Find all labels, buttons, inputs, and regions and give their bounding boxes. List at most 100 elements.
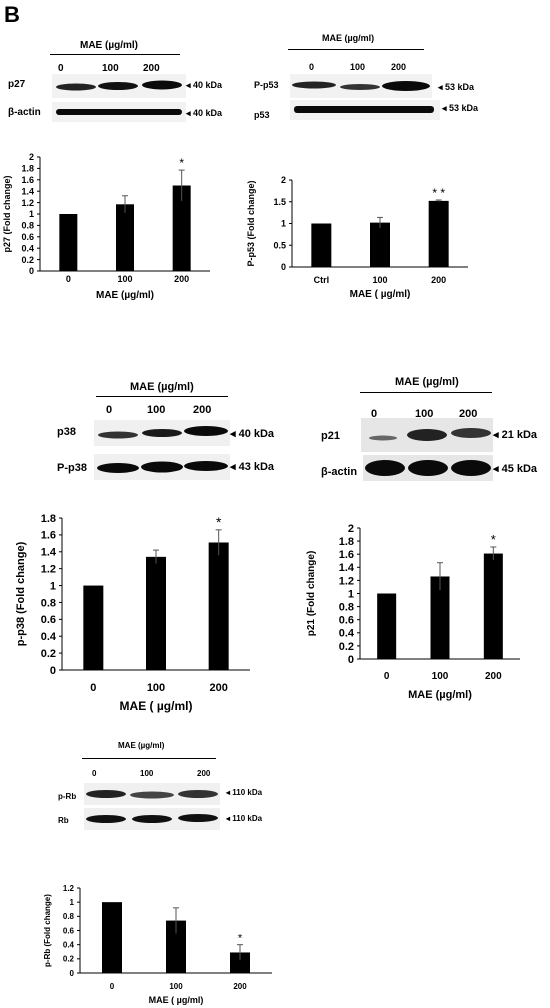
blot-row-label: β-actin — [321, 466, 358, 478]
y-tick-label: 0.2 — [41, 648, 56, 660]
significance-mark: * — [179, 156, 184, 170]
band-size-label: ◂ 43 kDa — [230, 461, 275, 473]
blot-row-label: p21 — [321, 430, 340, 442]
band-size-label: ◂ 40 kDa — [186, 80, 223, 90]
significance-mark: * — [216, 514, 222, 530]
y-tick-label: 2 — [281, 175, 286, 185]
y-tick-label: 0.6 — [63, 926, 75, 935]
y-tick-label: 1.8 — [41, 513, 56, 525]
dose-label: 0 — [92, 769, 97, 778]
blot-row-label: p38 — [57, 426, 76, 438]
y-axis-title: P-p53 (Fold change) — [246, 180, 256, 266]
dose-label: 200 — [143, 63, 160, 74]
x-tick-label: 100 — [169, 982, 183, 991]
significance-mark: * * — [432, 186, 445, 200]
bar — [370, 222, 390, 267]
blot-row-label: P-p38 — [57, 462, 87, 474]
pp53-bar-chart: 0 0.5 1 1.5 2 Ctrl 100 * * 200 MAE ( µg/ml) P-p53 … — [246, 175, 468, 300]
y-tick-label: 0 — [348, 654, 354, 666]
y-tick-label: 1 — [29, 209, 34, 219]
bar — [430, 576, 450, 659]
x-tick-label: 0 — [384, 671, 390, 682]
x-tick-label: 0 — [66, 274, 71, 284]
blot-header: MAE (µg/ml) — [322, 33, 375, 43]
band-size-label: ◂ 21 kDa — [493, 429, 538, 441]
dose-label: 0 — [371, 408, 378, 420]
y-tick-label: 1 — [348, 588, 354, 600]
bar — [102, 902, 122, 973]
y-tick-label: 0.8 — [339, 601, 354, 613]
dose-label: 100 — [415, 408, 434, 420]
blot-band-strip — [361, 418, 493, 452]
y-tick-label: 0 — [29, 266, 34, 276]
blot-row-label: p53 — [254, 110, 270, 120]
y-tick-label: 1 — [281, 219, 286, 229]
band-size-label: ◂ 110 kDa — [226, 814, 263, 823]
y-tick-label: 0.4 — [21, 243, 34, 253]
y-axis-title: p-Rb (Fold change) — [43, 894, 52, 967]
header-line — [360, 392, 492, 393]
y-axis-title: p-p38 (Fold change) — [15, 541, 27, 646]
band-size-label: ◂ 53 kDa — [438, 82, 475, 92]
x-tick-label: 200 — [485, 671, 502, 682]
bar — [166, 920, 186, 973]
panel-label: B — [4, 2, 20, 27]
y-tick-label: 1.2 — [21, 198, 34, 208]
y-tick-label: 1.6 — [41, 530, 56, 542]
header-line — [288, 49, 424, 50]
y-tick-label: 0 — [70, 969, 75, 978]
blot-row-label: β-actin — [8, 107, 41, 118]
x-tick-label: 100 — [432, 671, 449, 682]
y-tick-label: 0.4 — [339, 628, 355, 640]
y-axis-title: p27 (Fold change) — [2, 175, 12, 252]
y-tick-label: 0.8 — [21, 221, 34, 231]
bar — [172, 185, 191, 271]
band-size-label: ◂ 40 kDa — [186, 108, 223, 118]
significance-mark: * — [491, 532, 496, 547]
bar — [428, 200, 449, 267]
blot-header: MAE (µg/ml) — [395, 376, 459, 388]
blot-row-label: p-Rb — [58, 792, 77, 801]
dose-label: 200 — [391, 62, 407, 72]
x-tick-label: 100 — [117, 274, 132, 284]
blot-band-strip — [94, 420, 230, 446]
y-tick-label: 0.6 — [41, 614, 56, 626]
y-tick-label: 0.6 — [21, 232, 34, 242]
y-tick-label: 0 — [281, 262, 286, 272]
bar — [483, 553, 503, 659]
dose-label: 200 — [459, 408, 478, 420]
y-tick-label: 2 — [348, 523, 354, 535]
y-tick-label: 1.5 — [273, 197, 286, 207]
dose-label: 100 — [102, 63, 119, 74]
header-line — [96, 396, 228, 397]
y-tick-label: 0.2 — [21, 255, 34, 265]
x-tick-label: 100 — [147, 682, 165, 694]
blot-row-label: P-p53 — [254, 80, 279, 90]
y-tick-label: 0.8 — [63, 912, 75, 921]
blot-header: MAE (µg/ml) — [118, 741, 165, 750]
y-tick-label: 1.8 — [339, 536, 354, 548]
y-tick-label: 1.4 — [339, 562, 355, 574]
bar — [59, 214, 78, 271]
bar — [146, 556, 166, 670]
blot-band-strip — [94, 454, 230, 480]
x-tick-label: 200 — [233, 982, 247, 991]
y-tick-label: 2 — [29, 152, 34, 162]
band-size-label: ◂ 40 kDa — [230, 428, 275, 440]
band-size-label: ◂ 110 kDa — [226, 788, 263, 797]
y-tick-label: 1.4 — [41, 547, 57, 559]
x-axis-title: MAE (µg/ml) — [408, 689, 472, 701]
y-tick-label: 1.2 — [339, 575, 354, 587]
x-tick-label: 200 — [431, 275, 446, 285]
blot-band-strip — [84, 783, 220, 805]
bar — [377, 593, 397, 659]
y-tick-label: 0.2 — [339, 641, 354, 653]
y-tick-label: 1.6 — [21, 175, 34, 185]
blot-band-strip — [52, 74, 186, 98]
blot-band-strip — [290, 74, 432, 98]
bar — [116, 204, 134, 271]
y-tick-label: 1.6 — [339, 549, 354, 561]
y-tick-label: 0.4 — [41, 631, 57, 643]
y-axis-title: p21 (Fold change) — [306, 551, 317, 637]
